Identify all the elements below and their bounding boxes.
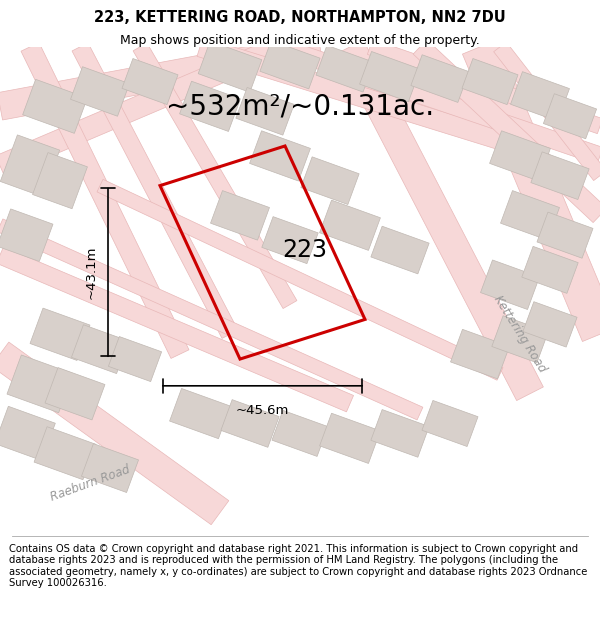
Polygon shape bbox=[0, 33, 323, 120]
Polygon shape bbox=[320, 200, 380, 251]
Polygon shape bbox=[30, 308, 90, 361]
Polygon shape bbox=[211, 191, 269, 240]
Polygon shape bbox=[122, 59, 178, 104]
Polygon shape bbox=[523, 302, 577, 347]
Polygon shape bbox=[320, 413, 380, 464]
Polygon shape bbox=[371, 226, 429, 274]
Polygon shape bbox=[262, 217, 318, 264]
Polygon shape bbox=[250, 131, 310, 181]
Polygon shape bbox=[170, 389, 230, 439]
Polygon shape bbox=[301, 157, 359, 204]
Text: ~43.1m: ~43.1m bbox=[85, 246, 98, 299]
Polygon shape bbox=[21, 42, 189, 358]
Polygon shape bbox=[481, 260, 539, 309]
Polygon shape bbox=[260, 41, 320, 89]
Text: ~532m²/~0.131ac.: ~532m²/~0.131ac. bbox=[166, 92, 434, 121]
Polygon shape bbox=[82, 444, 139, 493]
Polygon shape bbox=[272, 411, 328, 456]
Polygon shape bbox=[34, 427, 96, 480]
Text: Raeburn Road: Raeburn Road bbox=[49, 462, 131, 503]
Polygon shape bbox=[71, 67, 130, 116]
Polygon shape bbox=[197, 38, 523, 156]
Text: 223: 223 bbox=[283, 238, 328, 262]
Polygon shape bbox=[411, 55, 469, 102]
Polygon shape bbox=[7, 355, 73, 412]
Polygon shape bbox=[494, 42, 600, 181]
Polygon shape bbox=[337, 40, 544, 401]
Polygon shape bbox=[23, 79, 88, 133]
Polygon shape bbox=[0, 209, 53, 261]
Text: Map shows position and indicative extent of the property.: Map shows position and indicative extent… bbox=[120, 34, 480, 47]
Polygon shape bbox=[179, 81, 241, 131]
Polygon shape bbox=[0, 247, 353, 412]
Polygon shape bbox=[0, 219, 423, 420]
Polygon shape bbox=[71, 325, 128, 374]
Polygon shape bbox=[72, 42, 238, 338]
Polygon shape bbox=[367, 39, 600, 134]
Polygon shape bbox=[32, 152, 88, 209]
Text: Kettering Road: Kettering Road bbox=[491, 294, 549, 375]
Polygon shape bbox=[45, 368, 105, 420]
Text: ~45.6m: ~45.6m bbox=[236, 404, 289, 417]
Polygon shape bbox=[359, 51, 421, 102]
Polygon shape bbox=[422, 401, 478, 446]
Polygon shape bbox=[277, 39, 600, 164]
Polygon shape bbox=[1, 135, 59, 197]
Polygon shape bbox=[500, 191, 559, 240]
Polygon shape bbox=[522, 246, 578, 293]
Polygon shape bbox=[109, 336, 161, 382]
Polygon shape bbox=[463, 39, 600, 341]
Polygon shape bbox=[490, 131, 550, 181]
Polygon shape bbox=[133, 43, 297, 309]
Polygon shape bbox=[198, 41, 262, 92]
Polygon shape bbox=[511, 72, 569, 121]
Polygon shape bbox=[97, 179, 503, 380]
Text: 223, KETTERING ROAD, NORTHAMPTON, NN2 7DU: 223, KETTERING ROAD, NORTHAMPTON, NN2 7D… bbox=[94, 10, 506, 25]
Polygon shape bbox=[451, 329, 509, 379]
Polygon shape bbox=[236, 88, 294, 135]
Polygon shape bbox=[221, 399, 279, 448]
Polygon shape bbox=[531, 152, 589, 199]
Polygon shape bbox=[537, 212, 593, 258]
Polygon shape bbox=[462, 59, 518, 104]
Polygon shape bbox=[492, 316, 548, 362]
Polygon shape bbox=[413, 39, 600, 222]
Polygon shape bbox=[0, 406, 55, 461]
Polygon shape bbox=[316, 45, 374, 92]
Polygon shape bbox=[371, 409, 429, 458]
Polygon shape bbox=[0, 37, 284, 176]
Polygon shape bbox=[0, 342, 229, 525]
Text: Contains OS data © Crown copyright and database right 2021. This information is : Contains OS data © Crown copyright and d… bbox=[9, 544, 587, 588]
Polygon shape bbox=[544, 94, 596, 139]
